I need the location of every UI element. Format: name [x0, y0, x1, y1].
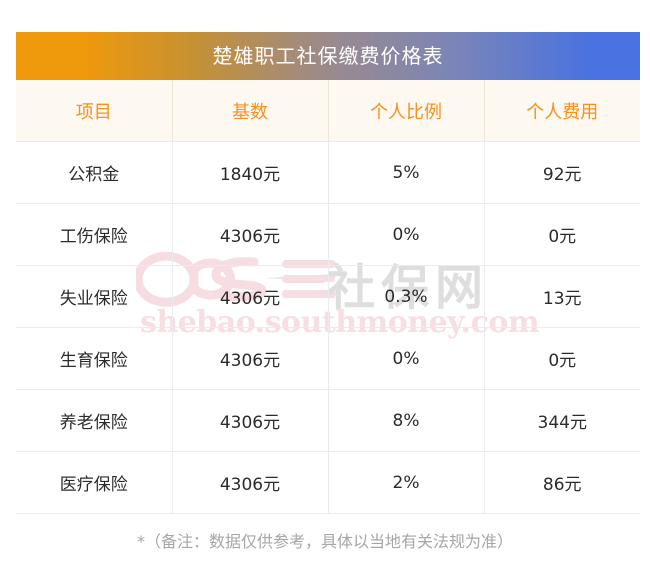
- cell-item: 生育保险: [16, 327, 173, 390]
- cell-base: 4306元: [172, 451, 329, 514]
- cell-fee: 344元: [484, 389, 640, 452]
- column-header-rate: 个人比例: [328, 80, 485, 142]
- cell-item: 公积金: [16, 141, 173, 204]
- cell-rate: 5%: [328, 141, 485, 204]
- cell-item: 工伤保险: [16, 203, 173, 266]
- table-body: 公积金 1840元 5% 92元 工伤保险 4306元 0% 0元 失业保险 4…: [16, 141, 640, 514]
- table-header-row: 项目 基数 个人比例 个人费用: [16, 80, 640, 142]
- cell-rate: 8%: [328, 389, 485, 452]
- cell-rate: 0.3%: [328, 265, 485, 328]
- social-insurance-table: 项目 基数 个人比例 个人费用 公积金 1840元 5% 92元 工伤保险 43…: [16, 80, 640, 514]
- table-title: 楚雄职工社保缴费价格表: [16, 32, 640, 80]
- cell-base: 4306元: [172, 265, 329, 328]
- table-footnote: *（备注：数据仅供参考，具体以当地有关法规为准）: [136, 532, 513, 551]
- cell-item: 医疗保险: [16, 451, 173, 514]
- cell-base: 1840元: [172, 141, 329, 204]
- table-head: 项目 基数 个人比例 个人费用: [16, 80, 640, 142]
- cell-fee: 13元: [484, 265, 640, 328]
- table-row: 公积金 1840元 5% 92元: [16, 141, 640, 204]
- table-row: 失业保险 4306元 0.3% 13元: [16, 265, 640, 328]
- table-row: 生育保险 4306元 0% 0元: [16, 327, 640, 390]
- column-header-fee: 个人费用: [484, 80, 640, 142]
- cell-rate: 2%: [328, 451, 485, 514]
- cell-base: 4306元: [172, 389, 329, 452]
- cell-item: 养老保险: [16, 389, 173, 452]
- table-row: 养老保险 4306元 8% 344元: [16, 389, 640, 452]
- cell-rate: 0%: [328, 203, 485, 266]
- cell-fee: 0元: [484, 203, 640, 266]
- column-header-base: 基数: [172, 80, 329, 142]
- cell-base: 4306元: [172, 327, 329, 390]
- cell-item: 失业保险: [16, 265, 173, 328]
- cell-fee: 0元: [484, 327, 640, 390]
- table-row: 工伤保险 4306元 0% 0元: [16, 203, 640, 266]
- cell-rate: 0%: [328, 327, 485, 390]
- cell-fee: 86元: [484, 451, 640, 514]
- social-insurance-table-container: 楚雄职工社保缴费价格表 项目 基数 个人比例 个人费用 公积金 1840元 5%…: [16, 32, 640, 514]
- cell-fee: 92元: [484, 141, 640, 204]
- table-row: 医疗保险 4306元 2% 86元: [16, 451, 640, 514]
- cell-base: 4306元: [172, 203, 329, 266]
- column-header-item: 项目: [16, 80, 173, 142]
